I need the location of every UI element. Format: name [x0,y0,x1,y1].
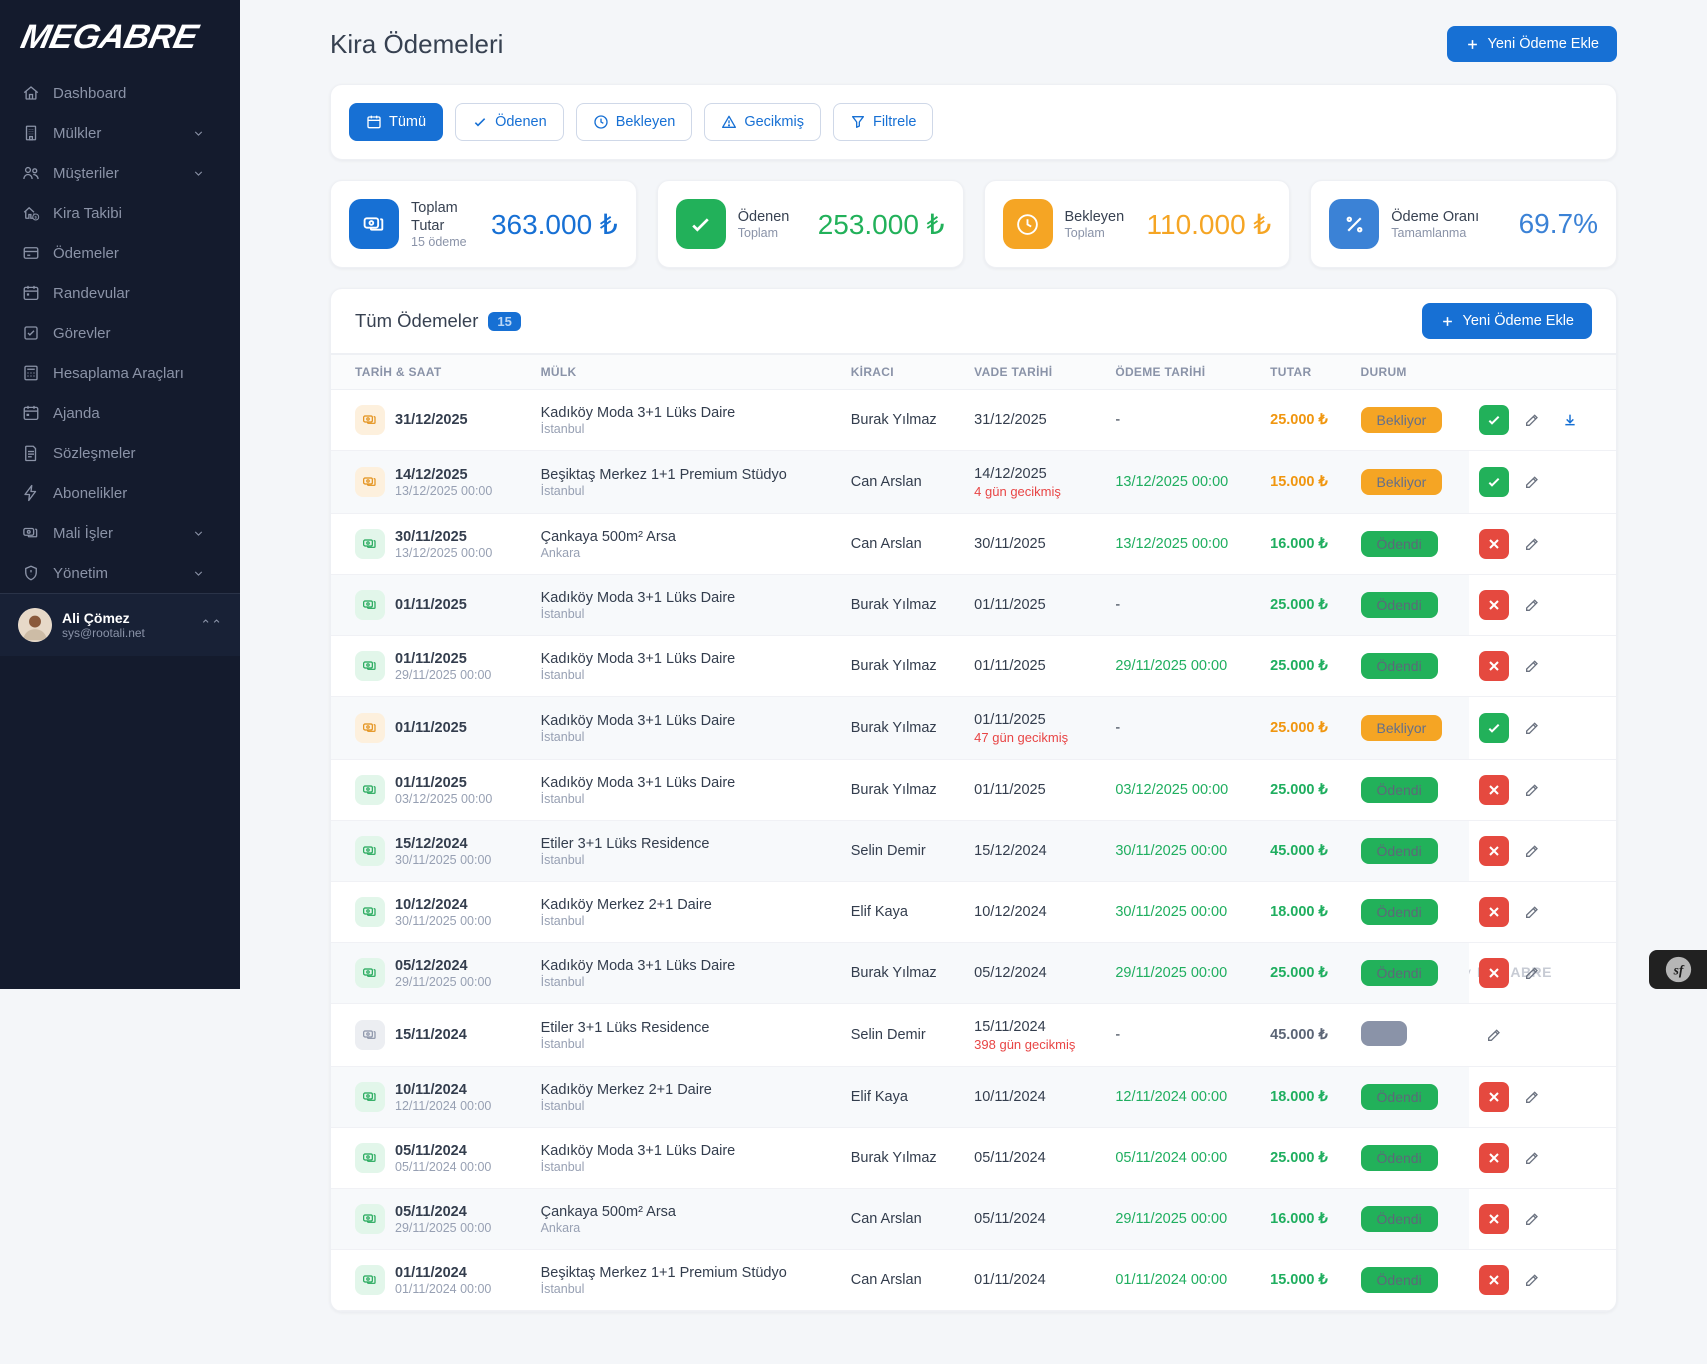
svg-text:sf: sf [1672,962,1684,977]
